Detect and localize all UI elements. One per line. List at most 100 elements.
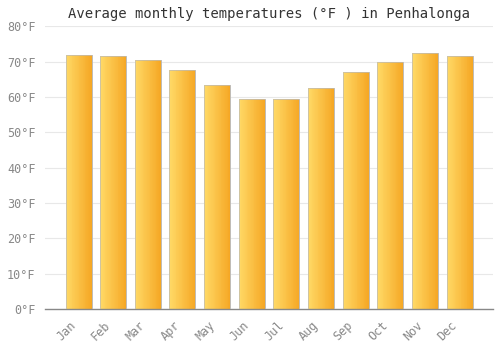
Bar (382, 62, 384, 309)
Bar (89, 55, 90, 309)
Bar (112, 56, 113, 309)
Bar (90, 55, 92, 309)
Bar (469, 56, 470, 309)
Bar (316, 88, 317, 309)
Bar (74, 55, 75, 309)
Bar (465, 56, 466, 309)
Bar (398, 62, 399, 309)
Bar (458, 56, 459, 309)
Bar (426, 53, 427, 309)
Bar (173, 70, 174, 309)
Bar (321, 88, 322, 309)
Bar (255, 99, 256, 309)
Bar (379, 62, 380, 309)
Bar (412, 53, 438, 309)
Bar (352, 72, 353, 309)
Bar (103, 56, 104, 309)
Bar (187, 70, 188, 309)
Bar (284, 99, 286, 309)
Bar (413, 53, 414, 309)
Bar (116, 56, 117, 309)
Bar (152, 60, 153, 309)
Bar (248, 99, 249, 309)
Bar (222, 85, 223, 309)
Bar (348, 72, 349, 309)
Bar (194, 70, 196, 309)
Bar (70, 55, 72, 309)
Bar (243, 99, 244, 309)
Bar (188, 70, 190, 309)
Bar (210, 85, 211, 309)
Bar (412, 53, 438, 309)
Bar (323, 88, 324, 309)
Bar (281, 99, 282, 309)
Bar (170, 70, 196, 309)
Bar (147, 60, 148, 309)
Bar (291, 99, 292, 309)
Bar (431, 53, 432, 309)
Bar (176, 70, 178, 309)
Bar (140, 60, 141, 309)
Bar (258, 99, 260, 309)
Bar (178, 70, 179, 309)
Bar (380, 62, 381, 309)
Bar (154, 60, 155, 309)
Bar (276, 99, 277, 309)
Bar (172, 70, 173, 309)
Bar (466, 56, 468, 309)
Bar (144, 60, 145, 309)
Bar (153, 60, 154, 309)
Bar (292, 99, 294, 309)
Bar (262, 99, 263, 309)
Bar (290, 99, 291, 309)
Bar (361, 72, 362, 309)
Bar (412, 53, 413, 309)
Bar (254, 99, 255, 309)
Bar (283, 99, 284, 309)
Bar (160, 60, 161, 309)
Bar (184, 70, 185, 309)
Bar (217, 85, 218, 309)
Bar (436, 53, 437, 309)
Bar (66, 55, 92, 309)
Bar (180, 70, 182, 309)
Bar (239, 99, 265, 309)
Bar (434, 53, 436, 309)
Bar (437, 53, 438, 309)
Bar (322, 88, 323, 309)
Bar (225, 85, 226, 309)
Bar (328, 88, 329, 309)
Bar (212, 85, 213, 309)
Bar (333, 88, 334, 309)
Bar (108, 56, 109, 309)
Bar (100, 56, 126, 309)
Bar (156, 60, 158, 309)
Bar (190, 70, 191, 309)
Bar (114, 56, 115, 309)
Bar (464, 56, 465, 309)
Bar (155, 60, 156, 309)
Bar (246, 99, 248, 309)
Bar (104, 56, 106, 309)
Bar (84, 55, 86, 309)
Bar (145, 60, 146, 309)
Bar (277, 99, 278, 309)
Bar (204, 85, 230, 309)
Bar (297, 99, 298, 309)
Bar (347, 72, 348, 309)
Bar (350, 72, 352, 309)
Bar (362, 72, 364, 309)
Bar (257, 99, 258, 309)
Bar (318, 88, 320, 309)
Bar (228, 85, 230, 309)
Bar (344, 72, 346, 309)
Bar (288, 99, 289, 309)
Bar (332, 88, 333, 309)
Title: Average monthly temperatures (°F ) in Penhalonga: Average monthly temperatures (°F ) in Pe… (68, 7, 470, 21)
Bar (106, 56, 107, 309)
Bar (120, 56, 121, 309)
Bar (139, 60, 140, 309)
Bar (432, 53, 433, 309)
Bar (416, 53, 418, 309)
Bar (274, 99, 275, 309)
